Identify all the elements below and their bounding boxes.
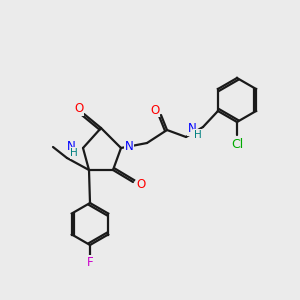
Text: O: O [74, 103, 84, 116]
Text: H: H [70, 148, 78, 158]
Text: O: O [136, 178, 146, 190]
Text: O: O [150, 103, 160, 116]
Text: H: H [194, 130, 202, 140]
Text: N: N [188, 122, 197, 136]
Text: N: N [67, 140, 76, 152]
Text: N: N [125, 140, 134, 152]
Text: Cl: Cl [231, 137, 243, 151]
Text: F: F [87, 256, 93, 268]
